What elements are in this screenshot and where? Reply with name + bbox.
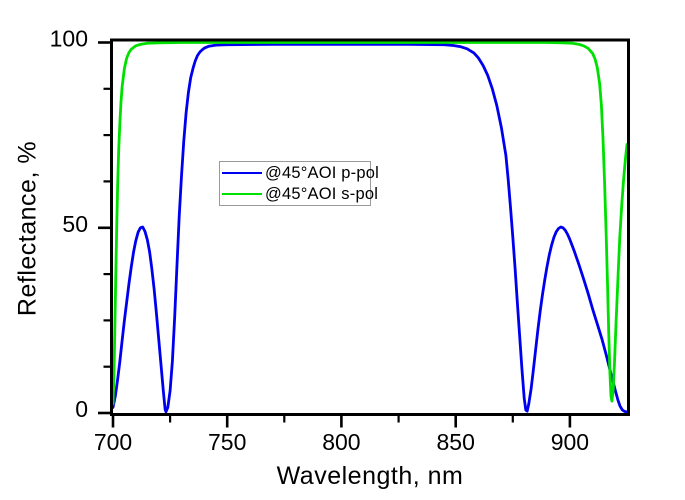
- y-axis-title: Reflectance, %: [13, 140, 42, 317]
- x-tick-label: 800: [322, 429, 360, 455]
- plot-frame: [110, 38, 630, 416]
- s-pol-legend-label: @45°AOI s-pol: [265, 184, 379, 203]
- y-tick-label: 0: [75, 396, 88, 422]
- x-tick-label: 850: [437, 429, 475, 455]
- legend-item-s-pol: @45°AOI s-pol: [220, 184, 378, 205]
- legend-item-p-pol: @45°AOI p-pol: [220, 163, 379, 184]
- curve-s-pol: [111, 41, 629, 406]
- p-pol-legend-label: @45°AOI p-pol: [265, 163, 379, 182]
- x-tick-label: 900: [551, 429, 589, 455]
- y-tick-label: 100: [50, 26, 88, 52]
- x-tick-label: 750: [208, 429, 246, 455]
- y-tick-label: 50: [62, 211, 88, 237]
- s-pol-line-sample: [222, 193, 262, 195]
- x-axis-title: Wavelength, nm: [276, 462, 464, 490]
- x-tick-label: 700: [94, 429, 132, 455]
- p-pol-line-sample: [222, 172, 262, 174]
- curve-p-pol: [111, 43, 629, 414]
- legend: @45°AOI p-pol @45°AOI s-pol: [219, 161, 379, 206]
